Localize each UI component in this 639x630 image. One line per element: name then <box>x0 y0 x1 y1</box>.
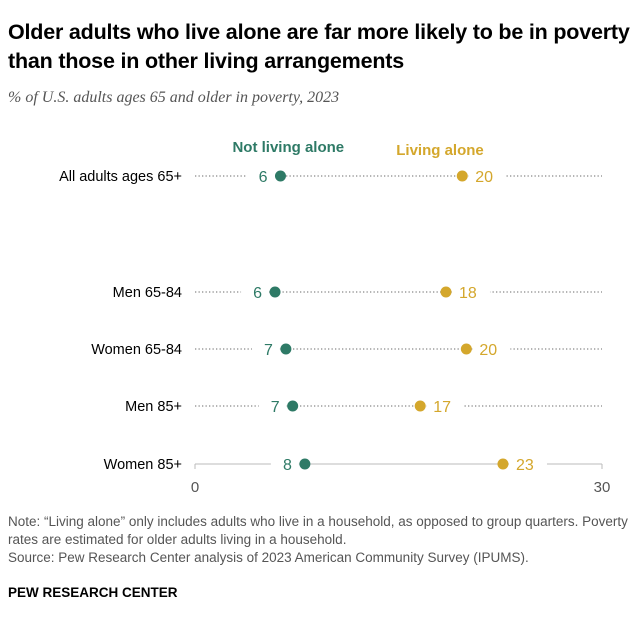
dot-not-living-alone <box>287 400 299 412</box>
label-gap <box>451 283 490 301</box>
value-label-not-living-alone: 8 <box>283 457 292 474</box>
value-label-living-alone: 18 <box>459 285 477 302</box>
dot-living-alone <box>440 286 452 298</box>
category-label: All adults ages 65+ <box>59 169 182 185</box>
legend-living-alone: Living alone <box>396 142 484 159</box>
label-gap <box>270 455 299 473</box>
legend-not-living-alone: Not living alone <box>232 139 344 156</box>
source-text: Source: Pew Research Center analysis of … <box>8 550 529 565</box>
label-gap <box>246 167 275 185</box>
dot-not-living-alone <box>269 286 281 298</box>
dot-living-alone <box>414 400 426 412</box>
value-label-living-alone: 17 <box>433 399 451 416</box>
value-label-not-living-alone: 6 <box>259 169 268 186</box>
dot-chart: Not living alone Living alone All adults a… <box>59 139 611 496</box>
category-label: Women 85+ <box>104 457 182 473</box>
value-label-not-living-alone: 6 <box>253 285 262 302</box>
chart-note: Note: “Living alone” only includes adult… <box>8 513 633 567</box>
category-label: Women 65-84 <box>91 342 182 358</box>
label-gap <box>468 167 507 185</box>
dot-not-living-alone <box>280 343 292 355</box>
label-gap <box>426 397 465 415</box>
dot-living-alone <box>460 343 472 355</box>
dot-not-living-alone <box>299 458 311 470</box>
label-gap <box>251 340 280 358</box>
x-tick-label: 0 <box>191 479 199 496</box>
dot-living-alone <box>497 458 509 470</box>
brand-logo-text: PEW RESEARCH CENTER <box>8 585 178 600</box>
dot-not-living-alone <box>274 170 286 182</box>
chart-title: Older adults who live alone are far more… <box>8 20 630 73</box>
category-label: Men 85+ <box>125 399 182 415</box>
value-label-living-alone: 20 <box>479 342 497 359</box>
label-gap <box>472 340 511 358</box>
value-label-not-living-alone: 7 <box>271 399 280 416</box>
value-label-not-living-alone: 7 <box>264 342 273 359</box>
label-gap <box>258 397 287 415</box>
label-gap <box>241 283 270 301</box>
label-gap <box>508 455 547 473</box>
chart-subtitle: % of U.S. adults ages 65 and older in po… <box>8 89 340 106</box>
note-text: Note: “Living alone” only includes adult… <box>8 514 628 547</box>
dot-living-alone <box>456 170 468 182</box>
x-tick-label: 30 <box>594 479 611 496</box>
category-label: Men 65-84 <box>113 285 182 301</box>
value-label-living-alone: 23 <box>516 457 534 474</box>
value-label-living-alone: 20 <box>475 169 493 186</box>
